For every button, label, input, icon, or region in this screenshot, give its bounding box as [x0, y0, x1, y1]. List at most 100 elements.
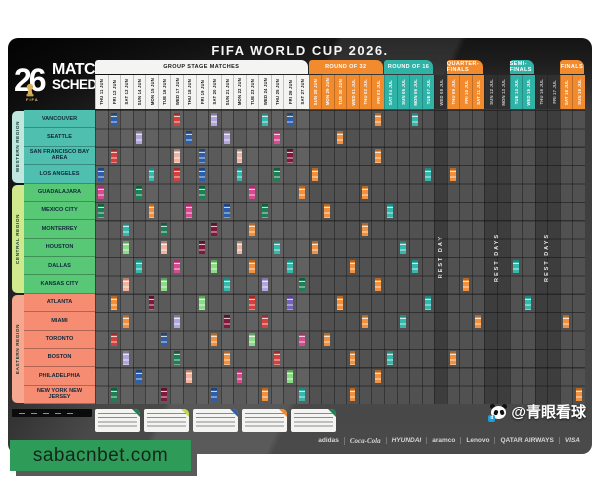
sponsor-adidas-logo: adidas [318, 437, 339, 444]
match-cell [272, 240, 282, 255]
match-cell [360, 185, 370, 200]
match-cell [260, 387, 270, 402]
date-label: SUN 19 JUL [576, 79, 582, 105]
match-cell [121, 314, 131, 329]
fifa-label: FIFA [26, 97, 39, 102]
poster-title: FIFA WORLD CUP 2026. [211, 43, 389, 58]
match-cell [235, 240, 245, 255]
match-cell [335, 295, 345, 310]
date-header-32: SUN 12 JUL [484, 75, 498, 109]
match-cell [184, 369, 194, 384]
date-header-39: SUN 19 JUL [572, 75, 585, 109]
day-column-33 [497, 110, 510, 404]
date-header-27: TUE 07 JUL [421, 75, 435, 109]
date-header-38: SAT 18 JUL [559, 75, 573, 109]
date-header-37: FRI 17 JUL [547, 75, 560, 109]
day-column-1 [95, 110, 108, 404]
day-column-19 [321, 110, 334, 404]
match-cell [172, 148, 182, 163]
date-header-2: FRI 12 JUN [107, 75, 121, 109]
date-label: FRI 10 JUL [463, 80, 469, 104]
date-label: SAT 11 JUL [476, 79, 482, 105]
match-cell [385, 350, 395, 365]
sponsor-lenovo-logo: Lenovo [460, 437, 494, 444]
date-header-33: MON 13 JUL [497, 75, 510, 109]
legend-group-box-5 [291, 409, 336, 432]
date-label: FRI 17 JUL [551, 80, 557, 104]
date-label: FRI 03 JUL [375, 80, 381, 104]
match-cell [335, 130, 345, 145]
date-header-15: THU 25 JUN [270, 75, 284, 109]
match-cell [184, 130, 194, 145]
match-cell [260, 277, 270, 292]
ad-banner-link[interactable]: sabacnbet.com [10, 440, 191, 471]
match-cell [197, 240, 207, 255]
date-label: THU 09 JUL [451, 79, 457, 105]
match-cell [373, 277, 383, 292]
match-cell [373, 148, 383, 163]
date-header-23: FRI 03 JUL [371, 75, 384, 109]
legend-text-lines [196, 413, 235, 429]
date-label: SAT 27 JUN [300, 79, 306, 105]
date-header-18: SUN 28 JUN [308, 75, 322, 109]
watermark: d @青眼看球 [488, 401, 586, 422]
legend-group-box-3 [193, 409, 238, 432]
match-cell [561, 314, 571, 329]
date-label: SUN 12 JUL [488, 79, 494, 105]
match-cell [235, 148, 245, 163]
match-cell [184, 203, 194, 218]
date-header-17: SAT 27 JUN [296, 75, 309, 109]
date-label: WED 17 JUN [174, 78, 180, 106]
stage-header-sf: SEMI-FINALS [509, 60, 534, 74]
match-cell [172, 350, 182, 365]
day-column-20 [333, 110, 347, 404]
match-cell [410, 112, 420, 127]
match-cell [322, 203, 332, 218]
match-cell [247, 295, 257, 310]
match-cell [109, 332, 119, 347]
match-cell [222, 314, 232, 329]
match-cell [147, 295, 157, 310]
match-cell [523, 295, 533, 310]
sponsors-bar: adidas Coca-Cola HYUNDAI aramco Lenovo QATAR … [313, 433, 585, 448]
match-cell [209, 332, 219, 347]
city-row-san-francisco-bay-area: SAN FRANCISCO BAY AREA [24, 146, 95, 166]
day-column-13 [245, 110, 259, 404]
match-cell [473, 314, 483, 329]
date-label: TUE 30 JUN [337, 79, 343, 105]
match-cell [121, 350, 131, 365]
match-cell [247, 222, 257, 237]
date-header-19: MON 29 JUN [321, 75, 334, 109]
match-cell [159, 387, 169, 402]
match-cell [147, 167, 157, 182]
schedule-poster: FIFA WORLD CUP 2026. 26 FIFA MATCH SCHED… [8, 38, 592, 454]
date-header-21: WED 01 JUL [346, 75, 359, 109]
date-label: FRI 26 JUN [287, 79, 293, 105]
match-cell [159, 277, 169, 292]
match-cell [285, 259, 295, 274]
match-cell [109, 112, 119, 127]
date-header-5: MON 15 JUN [145, 75, 158, 109]
match-cell [96, 185, 106, 200]
match-cell [159, 240, 169, 255]
date-label: SAT 18 JUL [564, 79, 570, 105]
match-cell [272, 167, 282, 182]
match-cell [385, 203, 395, 218]
date-label: MON 15 JUN [149, 78, 155, 106]
match-cell [373, 369, 383, 384]
day-column-14 [258, 110, 271, 404]
match-cell [209, 222, 219, 237]
city-row-mexico-city: MEXICO CITY [24, 201, 95, 221]
match-cell [172, 167, 182, 182]
date-header-12: MON 22 JUN [233, 75, 246, 109]
match-cell [197, 167, 207, 182]
match-cell [209, 259, 219, 274]
region-bar-eastern: EASTERN REGION [12, 294, 24, 403]
day-column-36 [534, 110, 548, 404]
date-label: WED 08 JUL [438, 78, 444, 106]
date-label: SUN 14 JUN [136, 78, 142, 106]
day-column-4 [132, 110, 146, 404]
stage-header-qf: QUARTER-FINALS [446, 60, 484, 74]
date-header-30: FRI 10 JUL [459, 75, 472, 109]
date-header-7: WED 17 JUN [170, 75, 183, 109]
